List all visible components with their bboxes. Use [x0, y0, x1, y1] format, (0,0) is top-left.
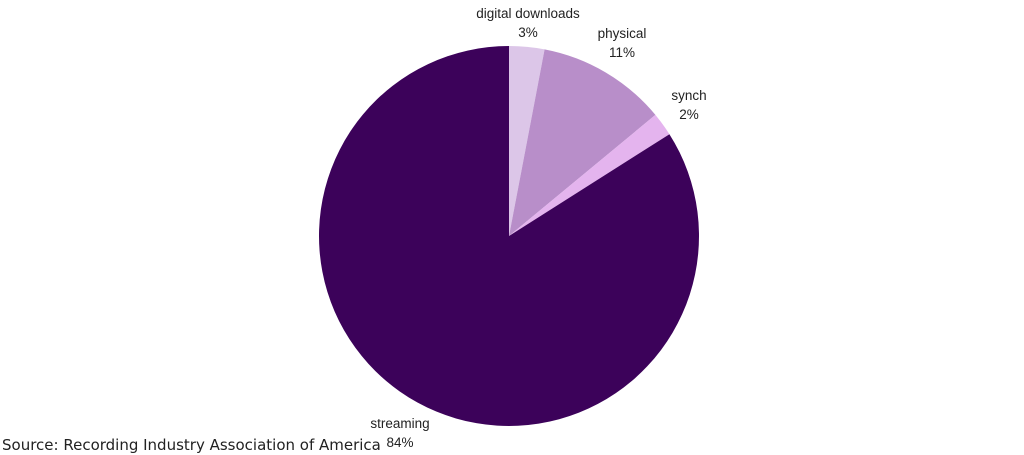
slice-value-digital-downloads: 3%	[518, 25, 538, 40]
pie-slice-streaming	[318, 46, 699, 426]
pie-slice-physical	[509, 49, 656, 237]
pie-slice-digital-downloads	[509, 46, 545, 236]
slice-label-synch: synch	[671, 88, 706, 103]
slice-value-synch: 2%	[679, 107, 699, 122]
pie-slices	[318, 46, 699, 426]
slice-value-physical: 11%	[609, 45, 635, 60]
slice-label-physical: physical	[598, 26, 647, 41]
pie-labels: digital downloads 3% physical 11% synch 2% str…	[370, 6, 706, 450]
slice-label-streaming: streaming	[370, 416, 429, 431]
slice-value-streaming: 84%	[386, 435, 413, 450]
pie-slice-synch	[509, 114, 670, 236]
slice-label-digital-downloads: digital downloads	[476, 6, 580, 21]
source-note: Source: Recording Industry Association o…	[2, 436, 381, 454]
